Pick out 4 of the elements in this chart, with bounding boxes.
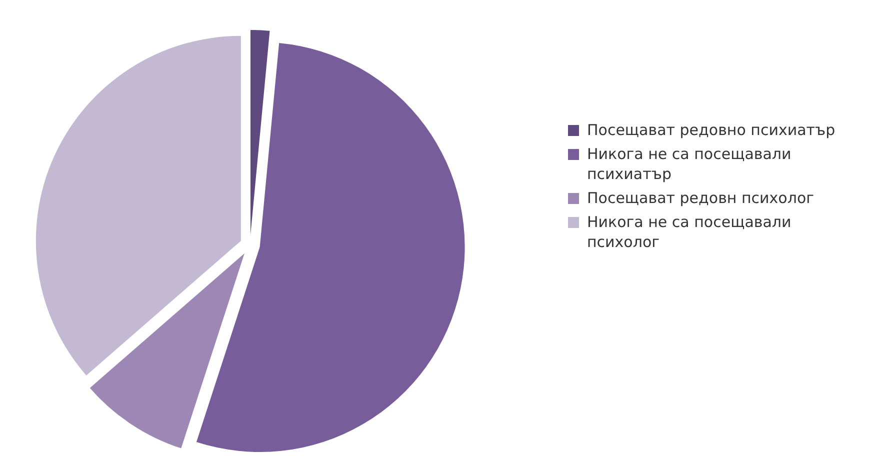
legend-label: Никога не са посещавали психолог <box>587 212 792 252</box>
legend-label: Посещават редовно психиатър <box>587 120 836 140</box>
legend-label: Никога не са посещавали психиатър <box>587 144 792 184</box>
legend-label: Посещават редовн психолог <box>587 188 814 208</box>
